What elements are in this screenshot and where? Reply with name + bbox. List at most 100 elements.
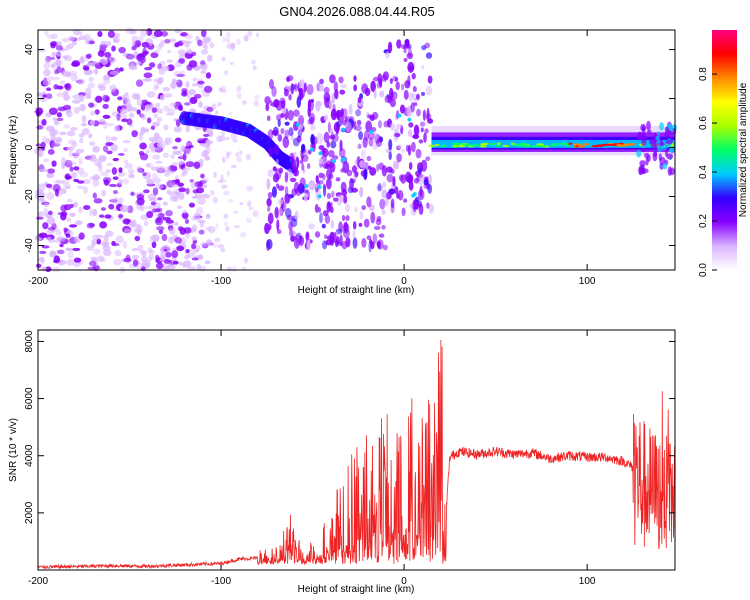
transition-blob [373, 90, 377, 99]
noise-blob [83, 204, 91, 210]
noise-blob [120, 108, 128, 115]
noise-blob [132, 258, 139, 267]
noise-blob [62, 183, 71, 188]
transition-blob [420, 127, 424, 133]
transition-blob [415, 93, 420, 100]
transition-blob [376, 215, 382, 222]
noise-blob [98, 85, 106, 92]
noise-blob [169, 81, 178, 89]
steady-signal-core [494, 144, 501, 148]
noise-blob [140, 103, 146, 111]
noise-blob [213, 171, 217, 179]
transition-blob [348, 103, 353, 116]
noise-blob [78, 232, 85, 240]
noise-blob [197, 39, 203, 47]
noise-blob [39, 168, 49, 172]
steady-signal-core [440, 144, 448, 148]
noise-blob [56, 51, 62, 57]
transition-blob [388, 151, 392, 161]
transition-blob [421, 65, 425, 70]
noise-blob [146, 162, 154, 169]
noise-blob [40, 198, 46, 203]
transition-blob [283, 201, 287, 212]
noise-blob [138, 133, 144, 141]
transition-blob [428, 174, 432, 185]
x-tick-label: 0 [401, 276, 407, 287]
noise-blob [221, 184, 229, 189]
noise-blob [106, 150, 113, 155]
transition-blob [332, 112, 339, 118]
transition-blob [418, 173, 425, 182]
noise-blob [67, 250, 74, 259]
transition-blob [428, 203, 435, 214]
noise-blob [98, 118, 106, 124]
noise-blob [128, 65, 138, 71]
transition-blob [277, 133, 283, 142]
transition-blob [345, 215, 350, 221]
noise-blob [114, 32, 120, 38]
transition-blob [359, 186, 364, 198]
noise-blob [150, 201, 157, 206]
edge-burst-blob [636, 131, 643, 141]
transition-blob [423, 179, 429, 186]
noise-blob [147, 256, 153, 262]
transition-blob [424, 128, 429, 134]
noise-blob [42, 79, 52, 86]
noise-blob [208, 226, 216, 234]
noise-blob [225, 226, 230, 232]
noise-blob [160, 39, 165, 45]
noise-blob [99, 44, 108, 49]
noise-blob [174, 137, 182, 143]
transition-blob [373, 225, 381, 231]
noise-blob [65, 247, 73, 251]
noise-blob [176, 245, 185, 252]
snr-x-ticks: -200 -100 0 100 [28, 330, 596, 587]
noise-blob [153, 30, 163, 38]
transition-blob [339, 234, 343, 246]
noise-blob [199, 64, 207, 69]
noise-blob [203, 85, 213, 93]
colorbar-tick-label: 0.8 [698, 67, 709, 81]
noise-blob [203, 133, 210, 138]
noise-blob [192, 189, 200, 194]
transition-blob [427, 75, 433, 84]
noise-blob [159, 184, 167, 191]
y-tick-label: -20 [24, 189, 35, 204]
noise-blob [56, 41, 62, 46]
transition-blob [376, 239, 384, 250]
noise-blob [41, 119, 47, 126]
noise-blob [91, 242, 96, 247]
noise-blob [49, 251, 57, 257]
transition-core [332, 159, 337, 164]
noise-blob [235, 152, 239, 157]
noise-blob [168, 236, 174, 244]
noise-blob [188, 60, 198, 68]
transition-core [310, 147, 315, 152]
noise-blob [225, 31, 231, 39]
edge-burst-blob [659, 138, 664, 147]
snr-series-line [37, 339, 676, 570]
noise-blob [172, 150, 182, 156]
transition-blob [284, 208, 292, 218]
noise-blob [55, 139, 62, 147]
transition-blob [286, 76, 291, 83]
noise-blob [98, 214, 105, 218]
noise-blob [182, 153, 187, 161]
noise-blob [44, 31, 49, 36]
noise-blob [205, 139, 214, 145]
noise-blob [68, 36, 76, 42]
transition-blob [289, 152, 295, 162]
x-tick-label: 100 [579, 276, 596, 287]
transition-blob [336, 194, 342, 207]
noise-blob [92, 145, 100, 153]
spectrogram-y-ticks: -40 -20 0 20 40 [24, 44, 675, 253]
noise-blob [194, 93, 202, 99]
transition-blob [387, 41, 393, 54]
noise-blob [136, 229, 142, 236]
noise-blob [54, 76, 60, 81]
edge-burst-blob [642, 127, 646, 138]
noise-blob [81, 115, 87, 123]
noise-blob [51, 141, 57, 148]
noise-blob [114, 250, 122, 257]
noise-blob [180, 173, 186, 177]
